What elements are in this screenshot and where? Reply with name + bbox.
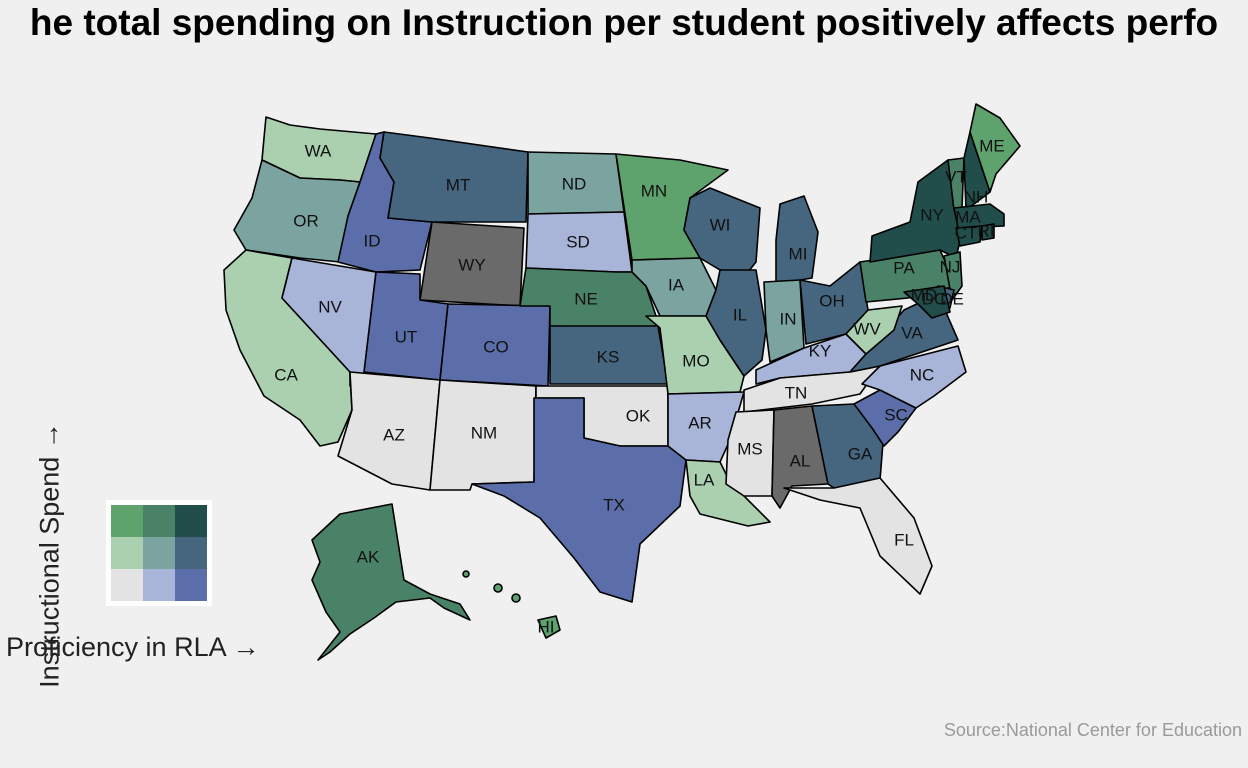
state-NJ	[943, 251, 963, 301]
label-MO: MO	[682, 351, 709, 370]
state-HI-islet	[511, 593, 521, 603]
label-MD: MD	[911, 285, 937, 304]
legend-cell-r2c0	[111, 569, 143, 601]
legend-cell-r1c2	[175, 537, 207, 569]
label-MS: MS	[737, 439, 763, 458]
label-NE: NE	[574, 289, 598, 308]
source-caption: Source:National Center for Education	[943, 720, 1242, 740]
state-TX	[471, 397, 687, 603]
label-MA: MA	[955, 207, 981, 226]
label-RI: RI	[978, 221, 995, 240]
label-AK: AK	[357, 547, 380, 566]
label-ID: ID	[364, 231, 381, 250]
label-TX: TX	[603, 495, 625, 514]
state-WV	[845, 305, 903, 355]
state-ME	[969, 103, 1021, 193]
state-FL	[783, 477, 933, 595]
state-CT	[955, 225, 983, 247]
label-CT: CT	[955, 223, 978, 242]
label-WA: WA	[305, 141, 332, 160]
label-VA: VA	[901, 323, 923, 342]
legend-cell-r1c1	[143, 537, 175, 569]
state-MD	[903, 285, 951, 319]
label-CO: CO	[483, 337, 509, 356]
label-TN: TN	[785, 383, 808, 402]
label-IN: IN	[780, 309, 797, 328]
label-HI: HI	[538, 617, 555, 636]
state-IL	[705, 269, 767, 377]
label-SC: SC	[884, 405, 908, 424]
label-GA: GA	[848, 444, 873, 463]
label-OH: OH	[819, 291, 845, 310]
legend-cell-r0c0	[111, 505, 143, 537]
legend-cell-r1c0	[111, 537, 143, 569]
chart-title: he total spending on Instruction per stu…	[29, 2, 1219, 43]
label-NJ: NJ	[940, 257, 961, 276]
label-NV: NV	[318, 297, 342, 316]
label-AL: AL	[790, 451, 811, 470]
label-MI: MI	[789, 244, 808, 263]
label-ME: ME	[979, 136, 1005, 155]
label-AZ: AZ	[383, 425, 405, 444]
state-HI	[537, 615, 561, 639]
legend-cell-r2c1	[143, 569, 175, 601]
label-DE: DE	[940, 289, 964, 308]
state-AK	[311, 503, 471, 661]
label-WV: WV	[853, 319, 881, 338]
label-IA: IA	[668, 275, 685, 294]
bivariate-legend	[106, 500, 212, 606]
label-OR: OR	[293, 211, 319, 230]
label-MN: MN	[641, 181, 667, 200]
label-NY: NY	[920, 205, 944, 224]
legend-cell-r0c2	[175, 505, 207, 537]
label-DC: DC	[922, 289, 947, 308]
label-NM: NM	[471, 423, 497, 442]
label-OK: OK	[626, 406, 651, 425]
label-KS: KS	[597, 347, 620, 366]
state-HI-islet	[493, 583, 503, 593]
label-SD: SD	[566, 232, 590, 251]
state-MI	[775, 195, 819, 285]
label-WY: WY	[458, 255, 485, 274]
label-LA: LA	[694, 470, 715, 489]
legend-cell-r0c1	[143, 505, 175, 537]
label-KY: KY	[809, 341, 832, 360]
state-HI-islet	[462, 570, 470, 578]
label-UT: UT	[395, 327, 418, 346]
label-NC: NC	[910, 365, 935, 384]
label-PA: PA	[893, 258, 915, 277]
label-WI: WI	[710, 215, 731, 234]
label-ND: ND	[562, 174, 587, 193]
label-NH: NH	[964, 187, 989, 206]
legend-x-axis-label: Proficiency in RLA →	[6, 632, 260, 662]
state-RI	[981, 223, 995, 241]
label-MT: MT	[446, 175, 471, 194]
state-NC	[861, 345, 967, 409]
state-LA	[685, 459, 771, 527]
label-FL: FL	[894, 530, 914, 549]
state-MA	[953, 203, 1005, 229]
label-IL: IL	[733, 305, 747, 324]
label-VT: VT	[945, 167, 967, 186]
label-AR: AR	[688, 413, 712, 432]
legend-cell-r2c2	[175, 569, 207, 601]
label-CA: CA	[274, 365, 298, 384]
